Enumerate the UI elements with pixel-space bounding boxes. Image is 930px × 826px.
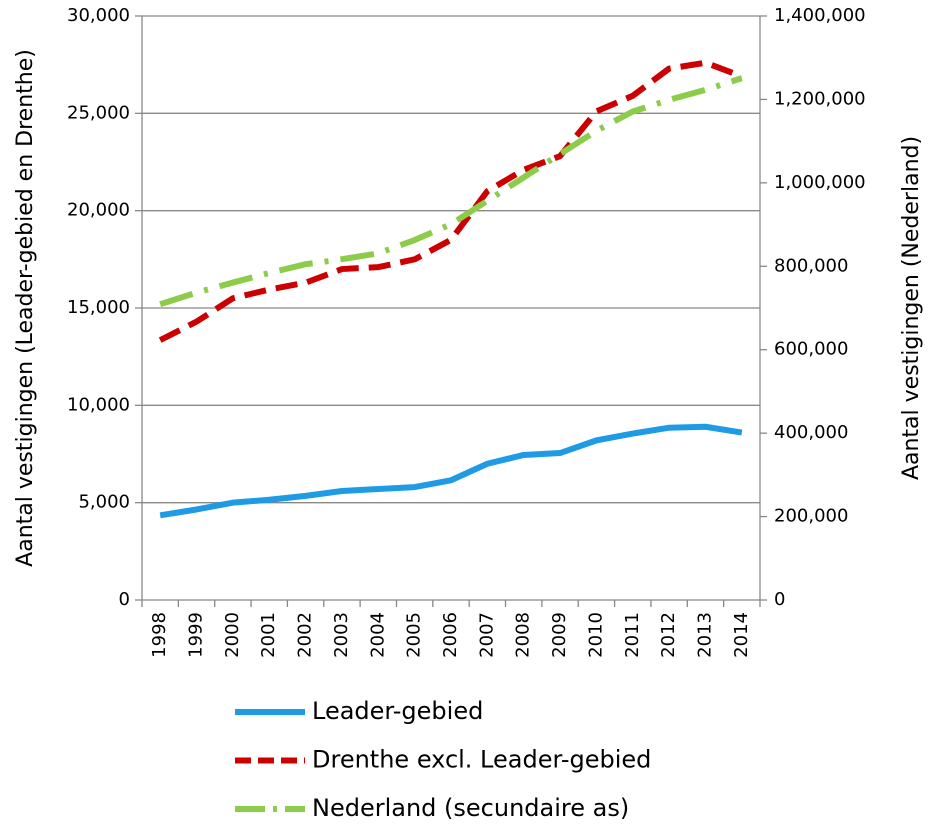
x-tick-label: 2004 — [367, 612, 388, 658]
y-tick-label: 10,000 — [67, 394, 130, 415]
y2-axis-title: Aantal vestigingen (Nederland) — [899, 136, 924, 480]
y2-tick-label: 0 — [774, 589, 785, 610]
y2-tick-label: 1,000,000 — [774, 172, 866, 193]
x-tick-label: 2011 — [622, 612, 643, 658]
y-tick-label: 5,000 — [78, 492, 130, 513]
y2-tick-label: 600,000 — [774, 339, 848, 360]
x-tick-label: 2001 — [258, 612, 279, 658]
x-tick-label: 2008 — [513, 612, 534, 658]
x-tick-label: 2010 — [585, 612, 606, 658]
x-tick-label: 2006 — [440, 612, 461, 658]
x-tick-label: 2013 — [694, 612, 715, 658]
y-tick-label: 15,000 — [67, 297, 130, 318]
series-line — [159, 423, 743, 519]
y-axis-title: Aantal vestigingen (Leader-gebied en Dre… — [13, 49, 38, 567]
y-tick-label: 25,000 — [67, 102, 130, 123]
x-tick-label: 2014 — [731, 612, 752, 658]
x-tick-label: 2005 — [404, 612, 425, 658]
y2-tick-label: 1,200,000 — [774, 88, 866, 109]
legend-label: Drenthe excl. Leader-gebied — [312, 746, 651, 774]
y2-tick-label: 1,400,000 — [774, 5, 866, 26]
x-tick-label: 2003 — [331, 612, 352, 658]
x-tick-label: 2012 — [658, 612, 679, 658]
legend-label: Leader-gebied — [312, 697, 483, 725]
y-tick-label: 30,000 — [67, 5, 130, 26]
y2-tick-label: 400,000 — [774, 422, 848, 443]
y-tick-label: 20,000 — [67, 200, 130, 221]
x-tick-label: 1999 — [186, 612, 207, 658]
x-tick-label: 2009 — [549, 612, 570, 658]
y2-tick-label: 800,000 — [774, 255, 848, 276]
x-tick-label: 2007 — [476, 612, 497, 658]
series-line — [159, 75, 743, 308]
x-tick-label: 2000 — [222, 612, 243, 658]
y2-tick-label: 200,000 — [774, 506, 848, 527]
x-tick-label: 2002 — [295, 612, 316, 658]
series-line — [158, 59, 743, 343]
y-tick-label: 0 — [119, 589, 130, 610]
legend-label: Nederland (secundaire as) — [312, 794, 629, 822]
x-tick-label: 1998 — [149, 612, 170, 658]
